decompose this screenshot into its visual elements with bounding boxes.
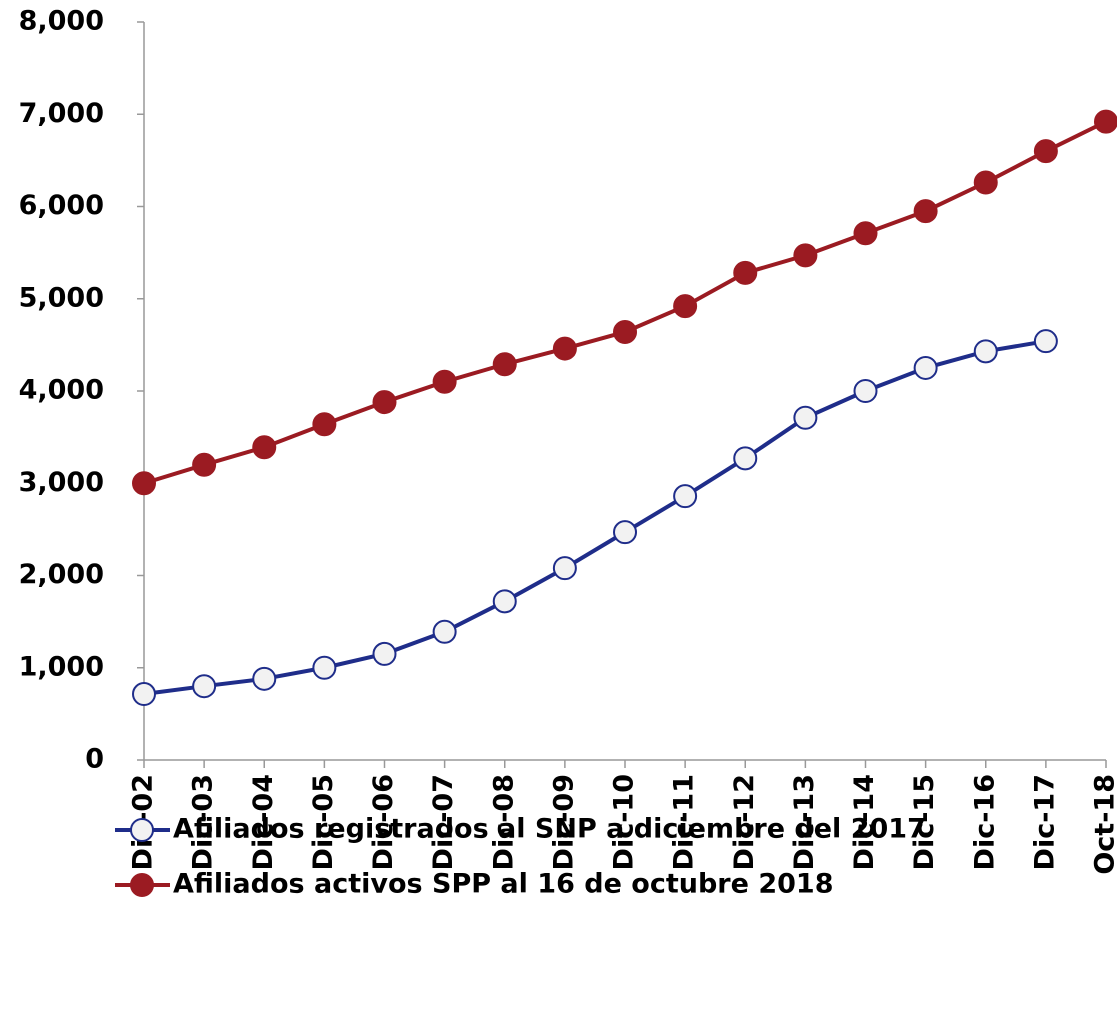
y-tick-label: 7,000 (19, 98, 104, 129)
data-point (492, 589, 517, 614)
x-tick-label: Dic-12 (729, 774, 760, 870)
data-point (973, 339, 998, 364)
x-tick-label: Dic-04 (248, 774, 279, 870)
data-point (312, 655, 337, 680)
x-tick-label: Dic-16 (969, 774, 1000, 870)
data-point (973, 170, 998, 195)
y-tick-label: 2,000 (19, 559, 104, 590)
data-point (673, 484, 698, 509)
data-point (492, 352, 517, 377)
x-tick-label: Dic-17 (1029, 774, 1060, 870)
data-point (733, 260, 758, 285)
data-point (552, 336, 577, 361)
y-tick-label: 1,000 (19, 651, 104, 682)
y-tick-label: 6,000 (19, 190, 104, 221)
y-tick-label: 0 (85, 744, 104, 775)
data-point (372, 641, 397, 666)
data-point (733, 446, 758, 471)
data-point (432, 369, 457, 394)
data-point (372, 390, 397, 415)
series-line (143, 119, 1107, 486)
data-point (613, 520, 637, 545)
data-point (613, 319, 637, 344)
y-tick-label: 4,000 (19, 375, 104, 406)
x-tick-label: Oct-18 (1090, 774, 1117, 875)
y-tick-label: 5,000 (19, 282, 104, 313)
x-tick-label: Dic-05 (308, 774, 339, 870)
x-tick-label: Dic-11 (669, 774, 700, 870)
data-point (793, 405, 818, 430)
data-point (432, 619, 457, 644)
data-point (132, 471, 156, 496)
y-tick-label: 3,000 (19, 467, 104, 498)
series-line (143, 339, 1047, 697)
data-point (853, 379, 878, 403)
data-point (913, 199, 938, 224)
data-point (913, 355, 938, 380)
data-point (252, 435, 277, 460)
x-tick-label: Dic-14 (849, 774, 880, 870)
legend-label: Afiliados registrados al SNP a diciembre… (173, 814, 926, 845)
x-tick-label: Dic-07 (428, 774, 459, 870)
data-point (1094, 109, 1117, 134)
data-point (192, 674, 217, 699)
x-tick-label: Dic-08 (488, 774, 519, 870)
y-tick-label: 8,000 (19, 6, 104, 37)
legend-label: Afiliados activos SPP al 16 de octubre 2… (173, 869, 834, 900)
data-point (312, 412, 337, 437)
data-point (853, 221, 878, 246)
legend-marker (130, 818, 154, 842)
x-tick-label: Dic-09 (548, 774, 579, 870)
data-point (132, 682, 156, 707)
x-tick-label: Dic-10 (609, 774, 640, 870)
x-tick-label: Dic-13 (789, 774, 820, 870)
data-point (552, 556, 577, 581)
x-tick-label: Dic-03 (188, 774, 219, 870)
data-point (252, 666, 277, 691)
x-tick-label: Dic-06 (368, 774, 399, 870)
data-point (192, 452, 217, 477)
legend-marker (130, 873, 154, 897)
data-point (1033, 139, 1058, 164)
data-point (1033, 329, 1058, 354)
x-tick-label: Dic-15 (909, 774, 940, 870)
data-point (793, 243, 818, 268)
data-point (673, 294, 698, 319)
